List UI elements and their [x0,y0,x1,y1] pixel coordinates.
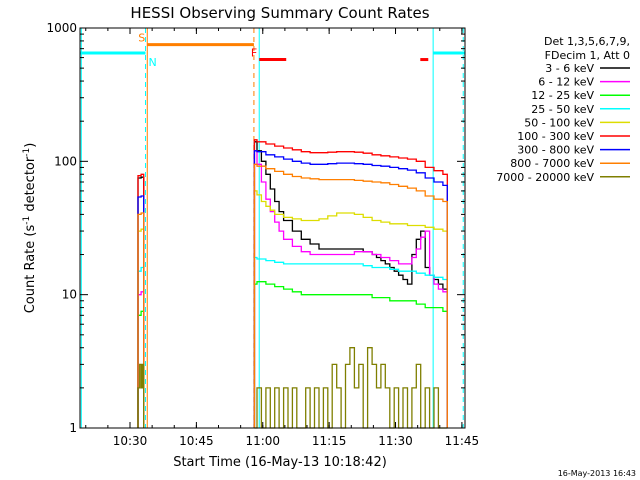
series-5 [137,139,448,428]
legend-label-8: 7000 - 20000 keV [496,171,594,184]
series-6-segment-1 [253,150,448,428]
flag-label-s: S [138,32,145,45]
chart-title: HESSI Observing Summary Count Rates [130,4,429,22]
x-tick-label-5: 11:45 [445,434,480,448]
legend: Det 1,3,5,6,7,9, FDecim 1, Att 0 3 - 6 k… [496,35,630,184]
series-7 [137,163,448,428]
y-axis-label-exponent-2: -1 [22,148,32,157]
y-axis-label-exponent-1: -1 [22,216,32,225]
legend-label-6: 300 - 800 keV [517,144,594,157]
series-5-segment-0 [137,173,145,428]
series-1-segment-1 [253,150,448,428]
y-tick-label-0: 1 [69,421,77,435]
series-4-segment-0 [137,228,145,428]
y-tick-label-2: 100 [54,154,77,168]
y-tick-label-3: 1000 [46,21,77,35]
x-axis-label: Start Time (16-May-13 10:18:42) [173,455,387,470]
series-8-segment-1 [254,347,448,429]
legend-label-1: 6 - 12 keV [538,76,594,89]
legend-label-0: 3 - 6 keV [545,62,594,75]
series-6 [137,150,448,428]
axes: 10:30 10:45 11:00 11:15 11:30 11:45 1 10 100 1000 [46,21,479,448]
y-axis-label-prefix: Count Rate (s [23,225,38,314]
x-tick-label-4: 11:30 [378,434,413,448]
y-axis-label-suffix: ) [23,143,38,148]
series-7-segment-0 [137,212,145,428]
series-5-segment-1 [253,139,448,428]
legend-header-line-2: FDecim 1, Att 0 [545,49,630,62]
series-3-segment-1 [253,256,448,428]
y-axis-label: Count Rate (s-1 detector-1) [22,143,38,314]
series-6-segment-0 [137,195,145,428]
legend-label-7: 800 - 7000 keV [510,157,594,170]
series-8-segment-0 [137,363,145,428]
series-4-segment-1 [253,190,448,428]
legend-label-4: 50 - 100 keV [524,116,594,129]
series-2-segment-1 [253,281,448,428]
series-8 [137,347,448,429]
flag-label-n: N [148,56,156,69]
x-tick-label-3: 11:15 [312,434,347,448]
series-0-segment-1 [253,141,448,428]
legend-label-2: 12 - 25 keV [531,89,594,102]
legend-header-line-1: Det 1,3,5,6,7,9, [544,35,630,48]
series-0 [137,141,448,428]
legend-label-5: 100 - 300 keV [517,130,594,143]
y-tick-label-1: 10 [62,288,77,302]
plot-area: SN F [80,28,465,429]
footer-timestamp: 16-May-2013 16:43 [558,469,636,478]
series-7-segment-1 [253,163,448,428]
y-axis-label-middle: detector [23,156,38,216]
flag-label-f: F [251,47,257,60]
x-tick-label-2: 11:00 [245,434,280,448]
x-tick-label-1: 10:45 [179,434,214,448]
legend-label-3: 25 - 50 keV [531,103,594,116]
plot-frame [79,27,466,429]
x-tick-label-0: 10:30 [113,434,148,448]
